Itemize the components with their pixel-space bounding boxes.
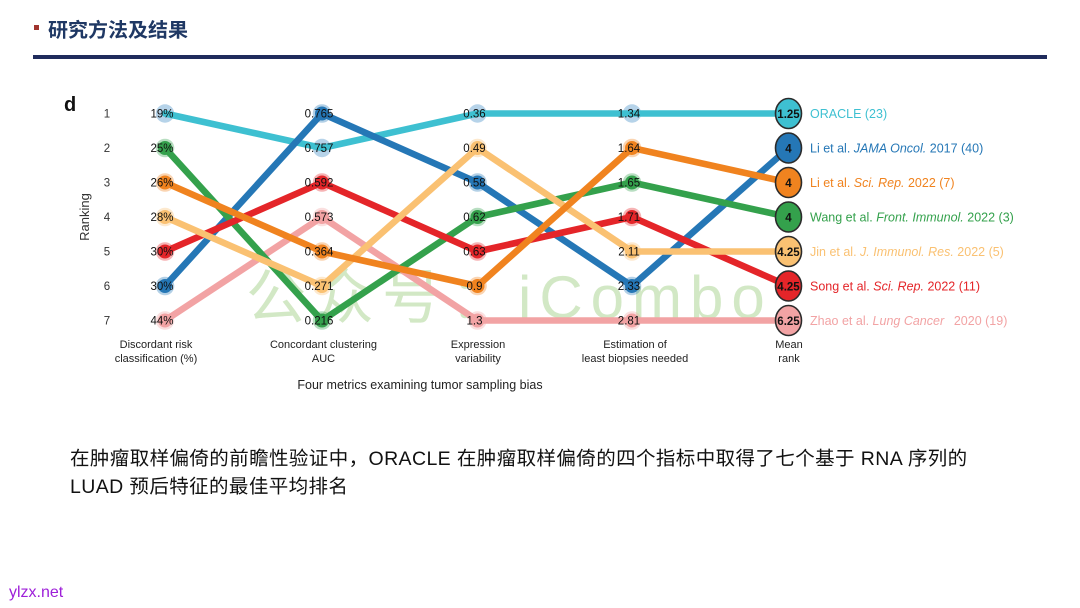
svg-text:2: 2 xyxy=(104,143,110,155)
svg-text:0.36: 0.36 xyxy=(463,109,485,121)
svg-text:19%: 19% xyxy=(150,109,173,121)
svg-text:d: d xyxy=(64,94,76,116)
svg-text:Song et al. Sci. Rep. 2022 (11: Song et al. Sci. Rep. 2022 (11) xyxy=(810,280,980,294)
svg-text:0.9: 0.9 xyxy=(467,281,483,293)
svg-text:0.271: 0.271 xyxy=(305,281,334,293)
svg-text:0.216: 0.216 xyxy=(305,316,334,328)
svg-text:0.765: 0.765 xyxy=(305,109,334,121)
svg-text:44%: 44% xyxy=(150,316,173,328)
svg-text:5: 5 xyxy=(104,247,110,259)
svg-text:4: 4 xyxy=(104,212,111,224)
svg-text:4: 4 xyxy=(785,213,792,225)
svg-text:Jin et al. J. Immunol. Res. 20: Jin et al. J. Immunol. Res. 2022 (5) xyxy=(810,245,1004,259)
svg-text:26%: 26% xyxy=(150,178,173,190)
svg-text:0.58: 0.58 xyxy=(463,178,485,190)
svg-text:0.757: 0.757 xyxy=(305,143,334,155)
svg-text:4.25: 4.25 xyxy=(777,282,800,294)
svg-text:AUC: AUC xyxy=(312,353,335,365)
svg-text:28%: 28% xyxy=(150,212,173,224)
svg-text:least biopsies needed: least biopsies needed xyxy=(582,353,688,365)
svg-text:Li et al. Sci. Rep. 2022 (7): Li et al. Sci. Rep. 2022 (7) xyxy=(810,176,955,190)
svg-text:2.11: 2.11 xyxy=(618,247,640,259)
svg-text:variability: variability xyxy=(455,353,501,365)
svg-text:rank: rank xyxy=(778,353,800,365)
svg-text:6: 6 xyxy=(104,281,110,293)
svg-text:0.592: 0.592 xyxy=(305,178,334,190)
svg-text:4.25: 4.25 xyxy=(777,247,800,259)
svg-text:2.33: 2.33 xyxy=(618,281,640,293)
svg-text:7: 7 xyxy=(104,316,110,328)
svg-text:Concordant clustering: Concordant clustering xyxy=(270,339,377,351)
svg-text:ORACLE (23): ORACLE (23) xyxy=(810,107,887,121)
svg-text:Four metrics examining tumor s: Four metrics examining tumor sampling bi… xyxy=(297,378,542,392)
svg-text:Li et al. JAMA Oncol. 2017 (40: Li et al. JAMA Oncol. 2017 (40) xyxy=(810,142,983,156)
svg-text:1.65: 1.65 xyxy=(618,178,640,190)
svg-text:30%: 30% xyxy=(150,247,173,259)
svg-text:Mean: Mean xyxy=(775,339,803,351)
svg-text:Discordant risk: Discordant risk xyxy=(120,339,193,351)
svg-text:2.81: 2.81 xyxy=(618,316,640,328)
svg-text:0.364: 0.364 xyxy=(305,247,334,259)
svg-text:0.573: 0.573 xyxy=(305,212,334,224)
svg-text:4: 4 xyxy=(785,178,792,190)
svg-text:Wang et al. Front. Immunol. 20: Wang et al. Front. Immunol. 2022 (3) xyxy=(810,211,1014,225)
svg-text:4: 4 xyxy=(785,144,792,156)
svg-text:1: 1 xyxy=(104,109,110,121)
svg-text:Expression: Expression xyxy=(451,339,505,351)
svg-text:30%: 30% xyxy=(150,281,173,293)
svg-text:Zhao et al. Lung Cancer 2020: Zhao et al. Lung Cancer 2020 (19) xyxy=(810,314,1007,328)
svg-text:Ranking: Ranking xyxy=(77,193,92,241)
svg-text:1.71: 1.71 xyxy=(618,212,640,224)
svg-text:3: 3 xyxy=(104,178,110,190)
svg-text:0.62: 0.62 xyxy=(463,212,485,224)
svg-text:1.34: 1.34 xyxy=(618,109,641,121)
svg-text:Estimation of: Estimation of xyxy=(603,339,668,351)
svg-text:6.25: 6.25 xyxy=(777,316,800,328)
svg-text:25%: 25% xyxy=(150,143,173,155)
svg-text:classification (%): classification (%) xyxy=(115,353,198,365)
svg-text:1.64: 1.64 xyxy=(618,143,641,155)
svg-text:1.3: 1.3 xyxy=(467,316,483,328)
svg-text:1.25: 1.25 xyxy=(777,109,800,121)
svg-text:0.49: 0.49 xyxy=(463,143,485,155)
svg-text:0.63: 0.63 xyxy=(463,247,485,259)
